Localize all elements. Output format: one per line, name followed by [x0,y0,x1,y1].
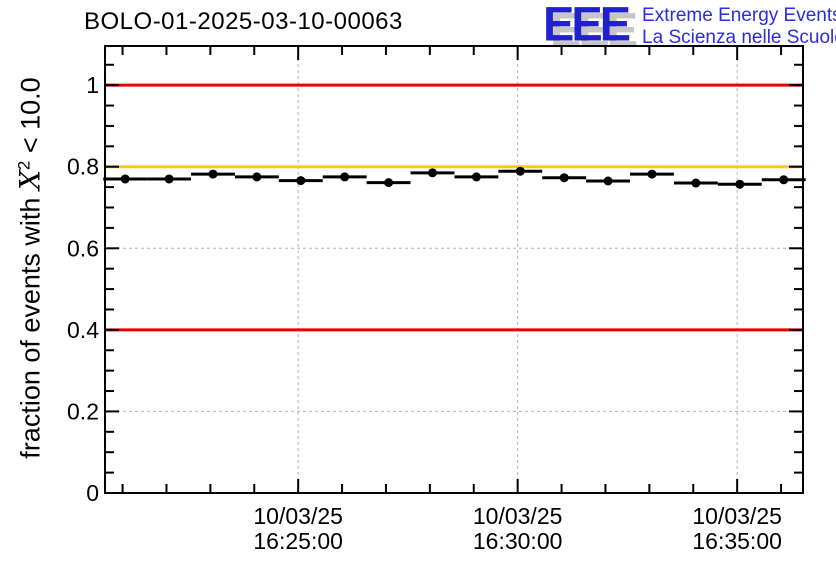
x-tick-label-date: 10/03/25 [473,503,563,529]
x-tick-label-time: 16:35:00 [692,528,782,554]
x-tick-label-date: 10/03/25 [692,503,782,529]
y-tick-label: 0.6 [67,235,99,261]
y-tick-label: 0.4 [67,317,99,343]
data-point [164,174,174,184]
data-point [427,168,437,178]
y-tick-label: 0 [86,480,99,506]
eee-logo-text: Extreme Energy Events La Scienza nelle S… [642,5,836,49]
data-point [735,179,745,189]
x-tick-label-time: 16:25:00 [253,528,343,554]
eee-logo: EEE Extreme Energy Events La Scienza nel… [543,0,836,51]
data-point [691,178,701,188]
x-tick-label-date: 10/03/25 [253,503,343,529]
data-point [208,169,218,179]
data-point [340,172,350,182]
y-tick-label: 1 [86,72,99,98]
data-point [471,172,481,182]
y-tick-label: 0.8 [67,154,99,180]
data-point [515,166,525,176]
data-point [296,176,306,186]
x-tick-label-time: 16:30:00 [473,528,563,554]
data-point [252,172,262,182]
plot-title: BOLO-01-2025-03-10-00063 [84,8,403,35]
plot-frame [104,45,804,494]
data-point [559,173,569,183]
data-point [647,169,657,179]
data-point [779,175,789,185]
eee-logo-line1: Extreme Energy Events [642,5,836,26]
eee-logo-acronym: EEE [543,0,631,51]
y-tick-label: 0.2 [67,398,99,424]
data-point [384,178,394,188]
eee-logo-line2: La Scienza nelle Scuole [642,27,836,48]
data-point [603,176,613,186]
data-point [120,174,130,184]
